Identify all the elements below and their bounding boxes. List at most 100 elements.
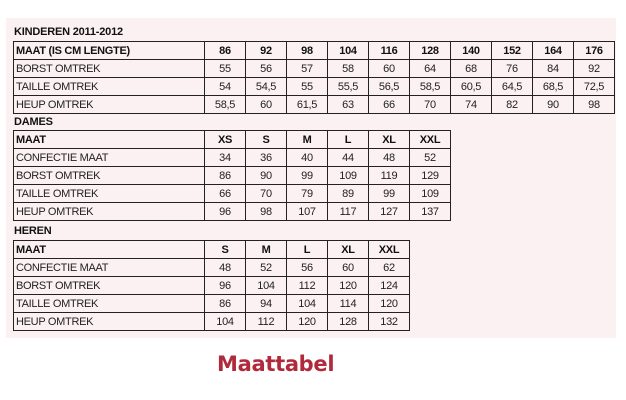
table-cell: 109 xyxy=(327,166,369,185)
table-cell: 74 xyxy=(450,95,492,114)
row-label: HEUP OMTREK xyxy=(13,202,205,221)
table-row: TAILLE OMTREK 66 70 79 89 99 109 xyxy=(13,184,451,203)
table-cell: 60,5 xyxy=(450,77,492,96)
table-cell: 36 xyxy=(245,148,287,167)
table-row: CONFECTIE MAAT 34 36 40 44 48 52 xyxy=(13,148,451,167)
table-cell: 114 xyxy=(327,294,369,313)
table-cell: 98 xyxy=(573,95,615,114)
table-cell: 98 xyxy=(245,202,287,221)
table-cell: 58,5 xyxy=(204,95,246,114)
table-cell: 132 xyxy=(368,312,410,331)
table-cell: 84 xyxy=(532,59,574,78)
heren-table: MAAT S M L XL XXL CONFECTIE MAAT 48 52 56 60 62 BORS… xyxy=(13,240,410,331)
table-cell: 116 xyxy=(368,41,410,60)
table-cell: 66 xyxy=(368,95,410,114)
table-cell: 90 xyxy=(532,95,574,114)
table-cell: XXL xyxy=(409,130,451,149)
table-row: BORST OMTREK 96 104 112 120 124 xyxy=(13,276,410,295)
table-cell: 86 xyxy=(204,294,246,313)
table-cell: 120 xyxy=(327,276,369,295)
table-cell: 64 xyxy=(409,59,451,78)
table-cell: 70 xyxy=(245,184,287,203)
table-cell: 119 xyxy=(368,166,410,185)
table-cell: 94 xyxy=(245,294,287,313)
table-cell: 34 xyxy=(204,148,246,167)
table-cell: 60 xyxy=(245,95,287,114)
table-cell: 72,5 xyxy=(573,77,615,96)
table-cell: 109 xyxy=(409,184,451,203)
table-cell: 92 xyxy=(573,59,615,78)
table-cell: 176 xyxy=(573,41,615,60)
row-label: HEUP OMTREK xyxy=(13,95,205,114)
table-cell: XXL xyxy=(368,240,410,259)
table-cell: 96 xyxy=(204,202,246,221)
table-cell: 152 xyxy=(491,41,533,60)
table-cell: 98 xyxy=(286,41,328,60)
row-label: BORST OMTREK xyxy=(13,59,205,78)
table-row: TAILLE OMTREK 86 94 104 114 120 xyxy=(13,294,410,313)
caption-title: Maattabel xyxy=(217,352,335,376)
table-cell: 104 xyxy=(245,276,287,295)
table-cell: 56,5 xyxy=(368,77,410,96)
table-cell: 99 xyxy=(368,184,410,203)
table-cell: 104 xyxy=(204,312,246,331)
table-cell: 56 xyxy=(245,59,287,78)
table-cell: 60 xyxy=(368,59,410,78)
table-header-row: MAAT XS S M L XL XXL xyxy=(13,130,451,149)
table-cell: 129 xyxy=(409,166,451,185)
table-cell: 164 xyxy=(532,41,574,60)
table-cell: S xyxy=(245,130,287,149)
table-cell: 112 xyxy=(245,312,287,331)
table-cell: XL xyxy=(368,130,410,149)
table-cell: 48 xyxy=(204,258,246,277)
dames-title: DAMES xyxy=(14,116,53,128)
table-header-row: MAAT S M L XL XXL xyxy=(13,240,410,259)
table-cell: 137 xyxy=(409,202,451,221)
table-cell: 55 xyxy=(204,59,246,78)
table-cell: 86 xyxy=(204,41,246,60)
table-cell: 66 xyxy=(204,184,246,203)
row-label: TAILLE OMTREK xyxy=(13,294,205,313)
table-cell: 55 xyxy=(286,77,328,96)
table-cell: 54 xyxy=(204,77,246,96)
dames-table: MAAT XS S M L XL XXL CONFECTIE MAAT 34 36 40 44 48 52… xyxy=(13,130,451,221)
table-cell: L xyxy=(286,240,328,259)
table-cell: 127 xyxy=(368,202,410,221)
table-cell: 120 xyxy=(286,312,328,331)
kinderen-title: KINDEREN 2011-2012 xyxy=(14,26,123,38)
row-label: BORST OMTREK xyxy=(13,276,205,295)
table-cell: 82 xyxy=(491,95,533,114)
table-cell: M xyxy=(245,240,287,259)
table-row: HEUP OMTREK 104 112 120 128 132 xyxy=(13,312,410,331)
table-row: CONFECTIE MAAT 48 52 56 60 62 xyxy=(13,258,410,277)
table-cell: 44 xyxy=(327,148,369,167)
table-cell: 76 xyxy=(491,59,533,78)
table-cell: 68 xyxy=(450,59,492,78)
table-cell: 64,5 xyxy=(491,77,533,96)
table-cell: 140 xyxy=(450,41,492,60)
table-cell: 56 xyxy=(286,258,328,277)
table-cell: 52 xyxy=(409,148,451,167)
table-cell: 104 xyxy=(286,294,328,313)
table-header-row: MAAT (IS CM LENGTE) 86 92 98 104 116 128 140 152… xyxy=(13,41,615,60)
table-cell: 92 xyxy=(245,41,287,60)
row-label: TAILLE OMTREK xyxy=(13,77,205,96)
table-cell: 48 xyxy=(368,148,410,167)
table-cell: 90 xyxy=(245,166,287,185)
row-label: MAAT xyxy=(13,240,205,259)
table-cell: 86 xyxy=(204,166,246,185)
table-cell: 99 xyxy=(286,166,328,185)
table-cell: 104 xyxy=(327,41,369,60)
row-label: MAAT xyxy=(13,130,205,149)
table-row: BORST OMTREK 86 90 99 109 119 129 xyxy=(13,166,451,185)
table-cell: L xyxy=(327,130,369,149)
table-cell: XS xyxy=(204,130,246,149)
table-cell: 52 xyxy=(245,258,287,277)
kinderen-table: MAAT (IS CM LENGTE) 86 92 98 104 116 128 140 152… xyxy=(13,41,615,114)
row-label: MAAT (IS CM LENGTE) xyxy=(13,41,205,60)
table-cell: 79 xyxy=(286,184,328,203)
row-label: BORST OMTREK xyxy=(13,166,205,185)
table-cell: M xyxy=(286,130,328,149)
table-cell: 62 xyxy=(368,258,410,277)
table-cell: 61,5 xyxy=(286,95,328,114)
